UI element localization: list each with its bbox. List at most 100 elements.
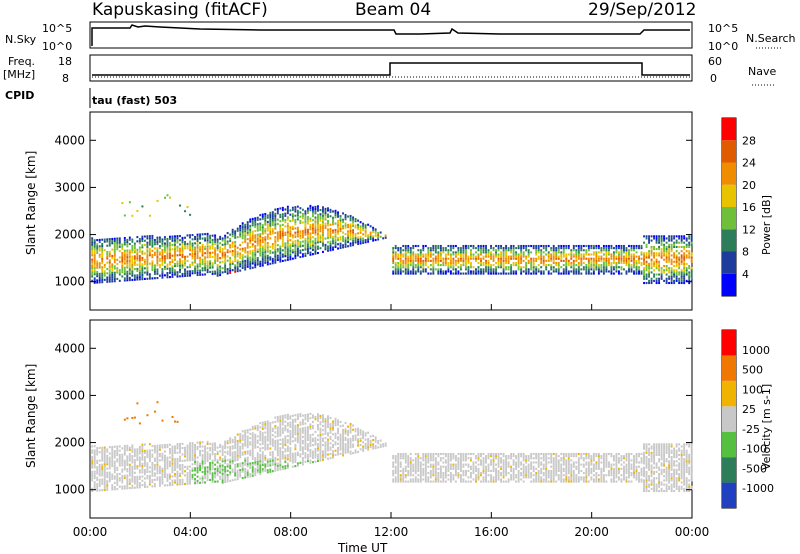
echo-cell <box>251 243 254 246</box>
echo-cell <box>294 445 297 449</box>
echo-cell <box>254 440 257 443</box>
echo-cell <box>309 204 312 207</box>
echo-cell <box>304 418 307 421</box>
echo-cell <box>271 262 274 265</box>
echo-cell <box>234 472 237 475</box>
echo-cell <box>294 210 297 213</box>
echo-cell <box>226 268 229 271</box>
echo-cell <box>394 465 397 468</box>
echo-cell <box>369 441 372 444</box>
echo-cell <box>582 249 585 252</box>
echo-cell <box>116 487 119 491</box>
echo-cell <box>231 457 234 461</box>
echo-cell <box>163 255 166 258</box>
echo-cell <box>532 268 535 271</box>
echo-cell <box>678 235 681 238</box>
echo-cell <box>226 463 229 466</box>
echo-cell <box>311 246 314 249</box>
echo-cell <box>199 273 202 276</box>
echo-cell <box>304 439 307 442</box>
echo-cell <box>276 212 279 215</box>
echo-cell <box>143 267 146 270</box>
echo-cell <box>427 272 430 275</box>
echo-cell <box>179 483 181 486</box>
echo-cell <box>397 474 400 477</box>
echo-cell <box>191 246 194 249</box>
echo-cell <box>221 267 224 270</box>
echo-cell <box>171 479 174 482</box>
echo-cell <box>111 448 114 451</box>
echo-cell <box>407 257 410 260</box>
echo-cell <box>597 268 600 271</box>
echo-cell <box>91 470 94 473</box>
echo-cell <box>266 424 269 427</box>
echo-cell <box>537 264 540 267</box>
echo-cell <box>572 253 575 256</box>
echo-cell <box>116 449 119 452</box>
echo-cell <box>347 438 350 441</box>
echo-cell <box>605 257 608 260</box>
echo-cell <box>314 454 317 457</box>
echo-cell <box>169 481 171 485</box>
echo-cell <box>103 488 106 492</box>
echo-cell <box>567 253 570 256</box>
echo-cell <box>254 225 257 228</box>
echo-cell <box>434 259 437 262</box>
echo-cell <box>204 269 207 272</box>
echo-cell <box>322 223 324 226</box>
echo-cell <box>670 269 673 272</box>
echo-cell <box>633 247 635 250</box>
echo-cell <box>324 216 327 219</box>
echo-cell <box>126 249 129 252</box>
echo-cell <box>452 272 455 275</box>
echo-cell <box>304 229 307 232</box>
echo-cell <box>462 244 465 248</box>
echo-cell <box>537 257 540 260</box>
echo-cell <box>339 223 342 226</box>
echo-cell <box>685 279 688 282</box>
echo-cell <box>111 488 114 491</box>
echo-cell <box>251 470 254 473</box>
echo-cell <box>136 480 139 483</box>
echo-cell <box>500 272 503 275</box>
echo-cell <box>264 221 267 224</box>
echo-cell <box>239 473 242 476</box>
echo-cell <box>241 476 244 480</box>
echo-cell <box>276 258 279 262</box>
echo-cell <box>281 429 284 432</box>
echo-cell <box>219 458 222 461</box>
echo-cell <box>271 221 274 224</box>
echo-cell <box>565 261 568 265</box>
echo-cell <box>226 236 229 239</box>
echo-cell <box>204 247 207 251</box>
echo-cell <box>186 270 189 273</box>
echo-cell <box>332 443 334 446</box>
echo-cell <box>219 469 222 472</box>
echo-cell <box>269 470 272 473</box>
echo-cell <box>96 251 99 254</box>
echo-cell <box>176 472 179 475</box>
echo-cell <box>482 247 485 250</box>
echo-cell <box>169 271 171 274</box>
echo-cell <box>133 257 136 260</box>
echo-cell <box>93 481 96 484</box>
echo-cell <box>234 243 237 246</box>
echo-cell <box>136 263 139 266</box>
echo-cell <box>256 460 259 463</box>
echo-cell <box>151 268 154 271</box>
echo-cell <box>136 450 139 453</box>
echo-cell <box>675 250 678 253</box>
echo-cell <box>256 259 259 262</box>
echo-cell <box>512 270 515 273</box>
echo-cell <box>311 420 314 423</box>
echo-cell <box>510 270 513 273</box>
echo-cell <box>301 229 304 233</box>
echo-cell <box>286 207 289 210</box>
echo-cell <box>136 257 139 260</box>
echo-cell <box>492 259 495 262</box>
echo-cell <box>301 423 304 426</box>
echo-cell <box>229 450 232 453</box>
echo-cell <box>204 258 207 261</box>
echo-cell <box>171 271 174 274</box>
echo-cell <box>118 458 121 461</box>
